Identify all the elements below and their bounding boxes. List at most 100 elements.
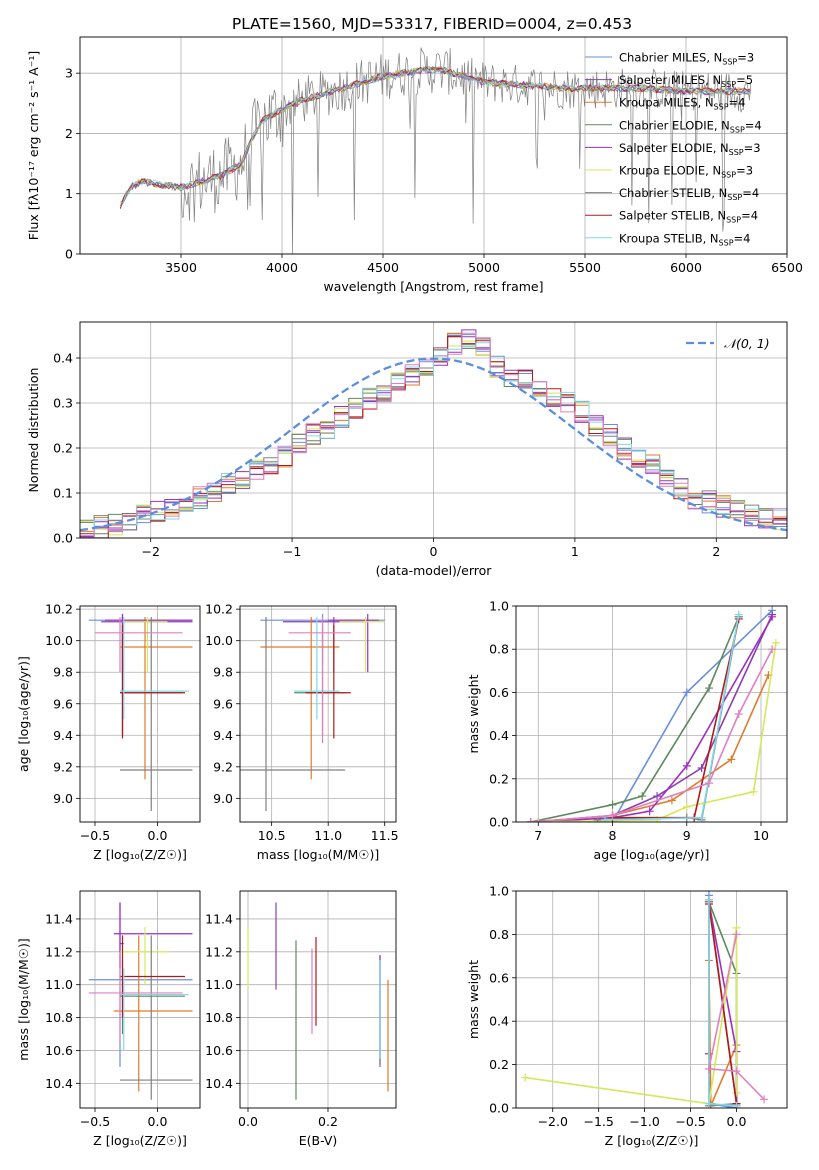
mass-weight-marker — [734, 710, 743, 718]
y-tick-label: 0.4 — [489, 728, 509, 743]
mass-weight-marker — [645, 807, 654, 816]
panel-mass-vs-Z: −0.5 0.0 10.4 10.6 10.8 11.0 11.2 11.4 Z [log₁₀(… — [16, 890, 201, 1148]
y-tick-label: 10.4 — [205, 1076, 233, 1091]
x-axis-label: wavelength [Angstrom, rest frame] — [323, 279, 543, 294]
x-axis-label: age [log₁₀(age/yr)] — [594, 847, 710, 862]
y-tick-label: 11.0 — [205, 977, 233, 992]
mass-weight-marker — [771, 638, 780, 647]
y-tick-label: 0.2 — [489, 1057, 509, 1072]
legend-label: Kroupa ELODIE, NSSP=3 — [619, 164, 753, 180]
plot-area — [80, 329, 787, 538]
y-tick-label: 10.4 — [45, 1076, 73, 1091]
mass-weight-marker — [697, 813, 706, 822]
axes-frame — [239, 605, 397, 823]
x-axis-label: Z [log₁₀(Z/Z☉)] — [93, 1133, 187, 1148]
x-tick-label: 0 — [430, 544, 438, 559]
legend: Chabrier MILES, NSSP=3 Salpeter MILES, NS… — [585, 51, 762, 247]
legend-label: 𝒩(0, 1) — [724, 336, 770, 351]
legend-subscript: SSP — [721, 171, 736, 180]
x-tick-label: 0.0 — [148, 828, 168, 843]
legend-count: =4 — [745, 118, 762, 132]
x-tick-label: 6500 — [771, 260, 803, 275]
figure-title: PLATE=1560, MJD=53317, FIBERID=0004, z=0… — [232, 15, 632, 33]
axes-frame — [79, 890, 201, 1109]
plot-area — [119, 47, 751, 254]
x-axis-label: mass [log₁₀(M/M☉)] — [257, 847, 379, 862]
legend-label: Chabrier ELODIE, NSSP=4 — [619, 118, 762, 134]
legend-count: =4 — [734, 231, 751, 245]
histogram-step — [80, 342, 787, 538]
mass-weight-line — [538, 609, 773, 822]
y-tick-label: 0.6 — [489, 970, 509, 985]
mass-weight-marker — [732, 1067, 741, 1076]
y-axis-label: mass [log₁₀(M/M☉)] — [16, 938, 31, 1060]
y-tick-label: 9.0 — [213, 791, 233, 806]
y-tick-label: 10.2 — [205, 602, 233, 617]
axes-frame — [515, 605, 788, 823]
y-axis-label: age [log₁₀(age/yr)] — [16, 656, 31, 772]
mass-weight-marker — [534, 818, 543, 822]
x-tick-label: −0.5 — [80, 1114, 110, 1129]
plot-area — [247, 902, 389, 1100]
panel-massweight-vs-Z: −2.0 −1.5 −1.0 −0.5 0.0 0.0 0.2 0.4 0.6 0.8 1.0 Z [… — [466, 884, 788, 1148]
mass-weight-marker — [704, 1064, 713, 1073]
model-spectrum-line — [119, 65, 751, 206]
y-tick-label: 11.4 — [205, 911, 233, 926]
legend-subscript: SSP — [719, 238, 734, 247]
x-tick-label: −2 — [141, 544, 159, 559]
y-tick-label: 10.6 — [205, 1043, 233, 1058]
histogram-step — [80, 332, 787, 538]
x-tick-label: −1.0 — [629, 1114, 659, 1129]
y-tick-label: 10.0 — [45, 633, 73, 648]
mass-weight-marker — [704, 1099, 713, 1108]
panel-mass-vs-EBV: 0.0 0.2 10.4 10.6 10.8 11.0 11.2 11.4 E(B-V) — [205, 890, 397, 1148]
x-tick-label: 11.0 — [314, 828, 342, 843]
mass-weight-marker — [638, 792, 647, 801]
plot-area — [240, 613, 385, 811]
y-tick-label: 9.4 — [53, 728, 73, 743]
panel-residuals: −2 −1 0 1 2 0.0 0.1 0.2 0.3 0.4 (data-model)/error… — [26, 321, 788, 578]
mass-weight-marker — [705, 684, 714, 693]
legend-count: =3 — [736, 164, 753, 178]
mass-weight-marker — [526, 818, 535, 822]
legend-subscript: SSP — [729, 148, 744, 157]
x-tick-label: 0.0 — [148, 1114, 168, 1129]
y-axis-label: mass weight — [466, 674, 481, 753]
axes-frame — [79, 36, 788, 255]
x-tick-label: 2 — [712, 544, 720, 559]
legend-count: =4 — [742, 186, 759, 200]
legend-count: =5 — [736, 73, 753, 87]
x-tick-label: 10 — [753, 828, 769, 843]
mass-weight-marker — [734, 610, 743, 619]
x-tick-label: 0.0 — [238, 1114, 258, 1129]
x-tick-label: 5000 — [468, 260, 500, 275]
x-axis-label: Z [log₁₀(Z/Z☉)] — [93, 847, 187, 862]
x-tick-label: 5500 — [569, 260, 601, 275]
legend-subscript: SSP — [726, 216, 741, 225]
y-tick-label: 10.0 — [205, 633, 233, 648]
x-tick-label: 4000 — [266, 260, 298, 275]
y-tick-label: 10.6 — [45, 1043, 73, 1058]
y-axis-label: mass weight — [466, 960, 481, 1039]
mass-weight-marker — [682, 802, 691, 811]
mass-weight-marker — [727, 755, 736, 764]
y-tick-label: 11.0 — [45, 977, 73, 992]
y-tick-label: 1.0 — [489, 599, 509, 614]
mass-weight-marker — [705, 779, 714, 788]
panel-age-vs-mass: 10.5 11.0 11.5 9.0 9.2 9.4 9.6 9.8 10.0 10.2 mass … — [205, 602, 398, 862]
y-tick-label: 9.2 — [53, 759, 73, 774]
legend-count: =3 — [744, 141, 761, 155]
mass-weight-marker — [697, 764, 706, 772]
x-tick-label: 3500 — [165, 260, 197, 275]
y-tick-label: 9.4 — [213, 728, 233, 743]
panel-massweight-vs-age: 7 8 9 10 0.0 0.2 0.4 0.6 0.8 1.0 age [log₁₀(age/yr… — [466, 599, 788, 862]
mass-weight-marker — [608, 811, 617, 820]
x-tick-label: 11.5 — [371, 828, 399, 843]
x-tick-label: −0.5 — [80, 828, 110, 843]
axes-frame — [79, 605, 201, 823]
x-tick-label: 0.0 — [727, 1114, 747, 1129]
model-spectrum-line — [120, 66, 751, 206]
mass-weight-marker — [682, 761, 691, 770]
x-tick-label: 6000 — [670, 260, 702, 275]
